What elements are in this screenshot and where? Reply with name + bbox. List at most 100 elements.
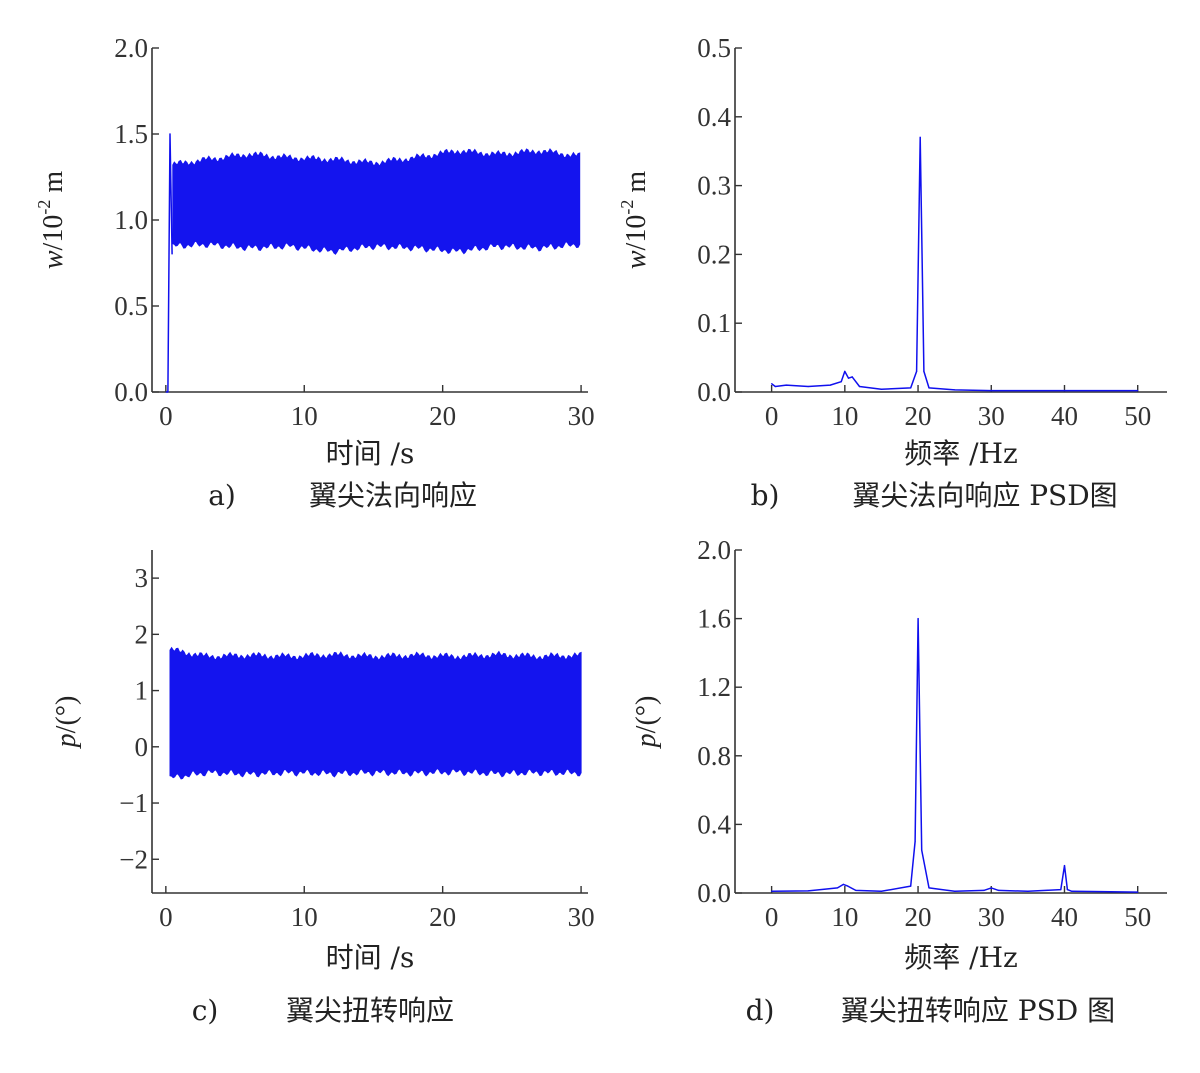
data-point bbox=[842, 883, 845, 886]
data-point bbox=[1137, 891, 1139, 893]
data-point bbox=[1063, 390, 1066, 392]
data-point bbox=[771, 383, 773, 385]
data-point bbox=[919, 136, 921, 138]
data-point bbox=[1100, 891, 1102, 893]
figure-caption: 翼尖扭转响应 PSD 图 bbox=[841, 994, 1115, 1027]
x-tick-label: 40 bbox=[1051, 401, 1078, 431]
data-point bbox=[840, 381, 842, 383]
figure-caption-label: b) bbox=[751, 479, 780, 512]
data-point bbox=[1066, 889, 1068, 891]
y-tick-label: 0.5 bbox=[697, 33, 731, 63]
series-line bbox=[771, 617, 1138, 893]
series-oscillation-band bbox=[172, 148, 581, 255]
data-point bbox=[1060, 889, 1062, 891]
y-tick-label: 0.1 bbox=[697, 308, 731, 338]
x-tick-label: 20 bbox=[429, 902, 456, 932]
y-axis-label-exponent: -2 bbox=[34, 200, 54, 215]
x-tick-label: 10 bbox=[831, 902, 858, 932]
data-point bbox=[954, 389, 956, 391]
data-point bbox=[785, 384, 787, 386]
x-axis-label: 频率 /Hz bbox=[904, 437, 1018, 470]
y-tick-label: 2 bbox=[135, 619, 149, 649]
data-point bbox=[998, 889, 1000, 892]
data-point bbox=[914, 840, 916, 843]
data-point bbox=[847, 885, 849, 887]
y-tick-label: 2.0 bbox=[114, 33, 148, 63]
figure-caption-label: a) bbox=[208, 479, 236, 512]
x-tick-label: 10 bbox=[831, 401, 858, 431]
y-axis-label: p/(°) bbox=[631, 696, 662, 750]
x-tick-label: 0 bbox=[765, 401, 779, 431]
x-tick-label: 20 bbox=[905, 401, 932, 431]
y-axis-label-unit: /10 bbox=[621, 215, 652, 251]
data-point bbox=[921, 849, 923, 851]
y-axis-label-unit: /(°) bbox=[631, 696, 662, 734]
data-point bbox=[829, 384, 831, 386]
x-tick-label: 10 bbox=[291, 401, 318, 431]
series-line bbox=[771, 136, 1138, 392]
y-tick-label: 1.2 bbox=[697, 672, 731, 702]
y-tick-label: 0 bbox=[135, 732, 149, 762]
y-axis-label-exponent: -2 bbox=[617, 200, 637, 215]
data-point bbox=[1027, 890, 1029, 892]
x-tick-label: 20 bbox=[429, 401, 456, 431]
data-point bbox=[990, 390, 992, 392]
y-axis-label: w/10-2 m bbox=[617, 171, 652, 269]
chart-panel-a: 0.0 0.5 1.0 1.5 2.0 0 10 20 30 时间 /s w/10-2 m a) 翼尖法… bbox=[34, 33, 595, 512]
data-point bbox=[923, 370, 925, 372]
y-tick-label: 3 bbox=[135, 563, 149, 593]
data-point bbox=[807, 890, 809, 892]
data-point bbox=[847, 377, 850, 379]
data-point bbox=[774, 385, 776, 388]
y-tick-label: 0.5 bbox=[114, 291, 148, 321]
x-tick-label: 40 bbox=[1051, 902, 1078, 932]
x-tick-label: 50 bbox=[1124, 401, 1151, 431]
y-tick-label: 0.3 bbox=[697, 171, 731, 201]
y-axis-label-var: p bbox=[631, 733, 662, 749]
x-tick-label: 30 bbox=[978, 401, 1005, 431]
data-point bbox=[928, 887, 930, 889]
data-point bbox=[1071, 890, 1073, 892]
data-point bbox=[836, 887, 839, 889]
y-tick-label: 1 bbox=[135, 676, 149, 706]
y-axis-label: p/(°) bbox=[51, 696, 82, 750]
y-axis-label-tail: m bbox=[621, 171, 652, 200]
data-point bbox=[917, 618, 919, 620]
data-point bbox=[880, 890, 883, 892]
figure-caption: 翼尖法向响应 bbox=[309, 479, 477, 512]
x-tick-label: 30 bbox=[568, 902, 595, 932]
y-tick-label: 2.0 bbox=[697, 535, 731, 565]
y-axis-label-var: p bbox=[51, 733, 82, 749]
y-axis-label-var: w bbox=[38, 250, 69, 269]
x-tick-label: 50 bbox=[1124, 902, 1151, 932]
y-tick-label: 0.4 bbox=[697, 809, 731, 839]
data-point bbox=[910, 885, 912, 887]
data-point bbox=[990, 887, 992, 889]
data-point bbox=[954, 890, 956, 892]
chart-panel-b: 0.0 0.1 0.2 0.3 0.4 0.5 0 10 20 30 40 50 频率 /Hz w/10-… bbox=[617, 33, 1167, 512]
figure-caption: 翼尖扭转响应 bbox=[286, 994, 454, 1027]
data-point bbox=[1063, 865, 1066, 867]
series-oscillation-band bbox=[169, 646, 582, 780]
data-point bbox=[771, 890, 773, 892]
data-point bbox=[851, 376, 853, 378]
x-tick-label: 0 bbox=[159, 902, 173, 932]
x-tick-label: 30 bbox=[568, 401, 595, 431]
y-axis-label: w/10-2 m bbox=[34, 171, 69, 269]
y-axis-label-unit: /10 bbox=[38, 215, 69, 251]
y-tick-label: −2 bbox=[119, 844, 148, 874]
x-tick-label: 0 bbox=[765, 902, 779, 932]
data-point bbox=[928, 387, 930, 389]
x-tick-label: 0 bbox=[159, 401, 173, 431]
y-tick-label: 0.8 bbox=[697, 741, 731, 771]
x-tick-label: 30 bbox=[978, 902, 1005, 932]
y-tick-label: 1.0 bbox=[114, 205, 148, 235]
data-point bbox=[844, 370, 846, 372]
figure-caption-label: d) bbox=[746, 994, 775, 1027]
y-axis-label-unit: /(°) bbox=[51, 696, 82, 734]
data-point bbox=[983, 889, 985, 892]
y-tick-label: 0.2 bbox=[697, 239, 731, 269]
data-point bbox=[858, 385, 861, 388]
y-tick-label: 0.0 bbox=[114, 377, 148, 407]
